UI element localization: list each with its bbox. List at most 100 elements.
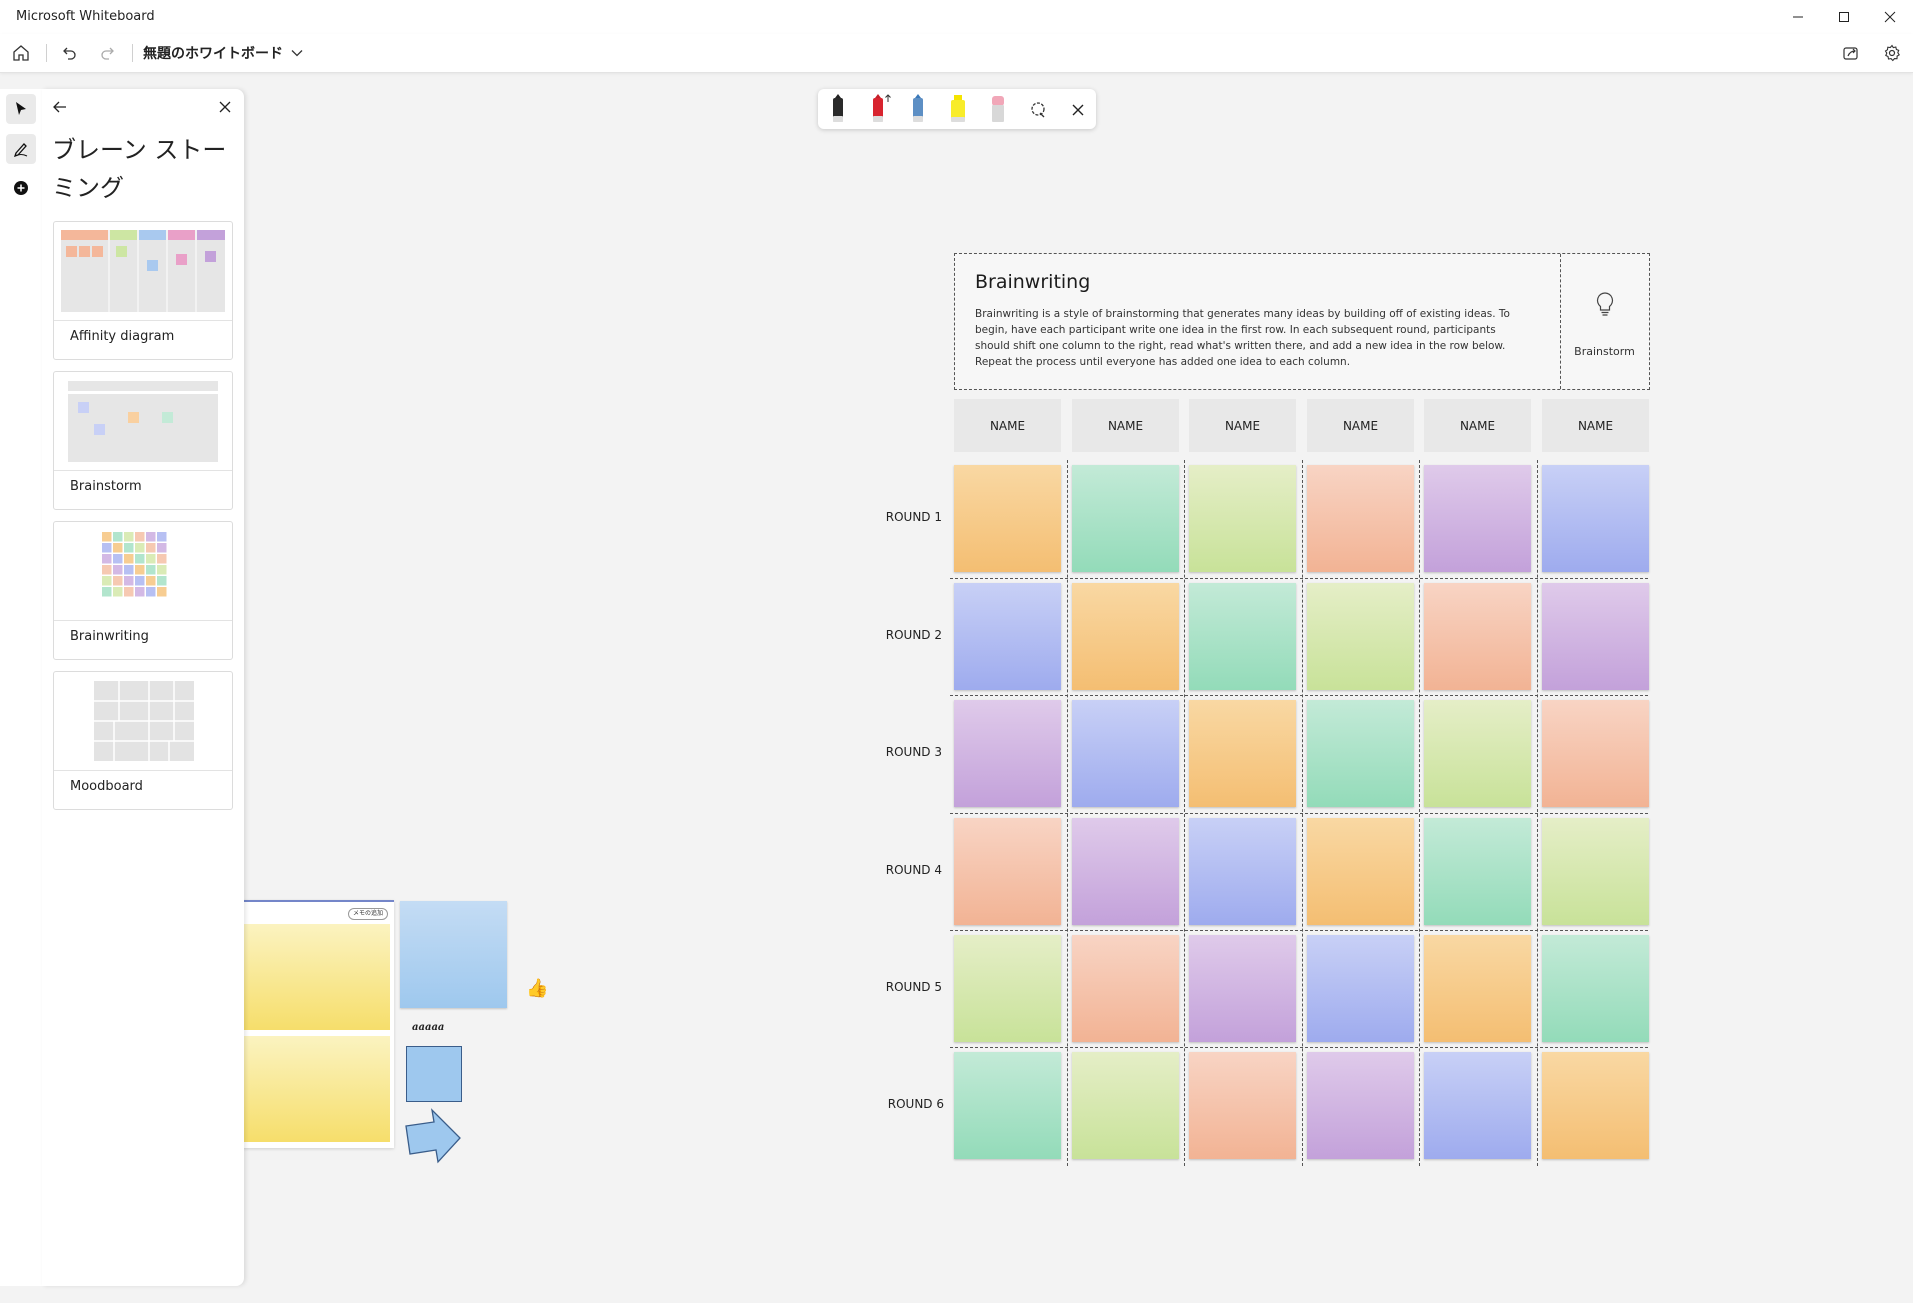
sticky-note[interactable] (1424, 465, 1531, 572)
red-pen-tool[interactable] (866, 92, 894, 126)
column-header[interactable]: NAME (1307, 399, 1414, 452)
template-card-label: Moodboard (70, 779, 143, 794)
sticky-note[interactable] (1189, 935, 1296, 1042)
command-bar: 無題のホワイトボード (0, 34, 1913, 73)
sticky-note[interactable] (1542, 818, 1649, 925)
sticky-note[interactable] (954, 818, 1061, 925)
lasso-icon (1031, 102, 1045, 118)
sticky-note[interactable] (1072, 700, 1179, 807)
sticky-note[interactable] (1424, 1052, 1531, 1159)
tool-rail (0, 89, 43, 1286)
template-card-moodboard[interactable]: Moodboard (53, 671, 233, 810)
board-name[interactable]: 無題のホワイトボード (143, 46, 283, 62)
black-pen-tool[interactable] (826, 92, 850, 126)
template-card-brainwriting[interactable]: Brainwriting (53, 521, 233, 660)
eraser-tool[interactable] (986, 92, 1010, 126)
sticky-note[interactable] (954, 465, 1061, 572)
maximize-button[interactable] (1821, 0, 1867, 34)
sticky-note[interactable] (1189, 818, 1296, 925)
share-button[interactable] (1834, 36, 1868, 70)
ink-toolbar (818, 89, 1096, 129)
close-window-button[interactable] (1867, 0, 1913, 34)
separator (46, 44, 47, 62)
sticky-note[interactable] (1189, 1052, 1296, 1159)
sticky-note[interactable] (954, 935, 1061, 1042)
settings-button[interactable] (1875, 36, 1909, 70)
sticky-note[interactable] (284, 1036, 390, 1142)
separator (132, 44, 133, 62)
window-title: Microsoft Whiteboard (16, 9, 155, 24)
column-header[interactable]: NAME (1542, 399, 1649, 452)
square-shape[interactable] (406, 1046, 462, 1102)
sticky-note[interactable] (1072, 583, 1179, 690)
row-divider (950, 695, 1648, 696)
back-button[interactable] (43, 90, 77, 124)
sticky-note[interactable] (1542, 935, 1649, 1042)
sticky-note[interactable] (1542, 1052, 1649, 1159)
column-header[interactable]: NAME (1424, 399, 1531, 452)
column-header[interactable]: NAME (1189, 399, 1296, 452)
sticky-note[interactable] (1189, 465, 1296, 572)
template-description: Brainwriting is a style of brainstorming… (975, 308, 1510, 368)
board-name-dropdown[interactable] (290, 45, 306, 61)
sticky-note[interactable] (1072, 818, 1179, 925)
row-divider (950, 1047, 1648, 1048)
round-label: ROUND 1 (885, 510, 942, 524)
blue-sticky-note[interactable] (400, 901, 507, 1008)
moodboard-thumbnail (54, 672, 232, 771)
sticky-note[interactable] (1424, 583, 1531, 690)
brainwriting-info-box[interactable]: Brainwriting Brainwriting is a style of … (954, 253, 1650, 390)
sticky-note[interactable] (1307, 583, 1414, 690)
sticky-note[interactable] (1189, 700, 1296, 807)
column-header[interactable]: NAME (1072, 399, 1179, 452)
minimize-button[interactable] (1775, 0, 1821, 34)
gear-icon (1884, 44, 1900, 62)
title-bar: Microsoft Whiteboard (0, 0, 1913, 34)
undo-button[interactable] (52, 36, 86, 70)
sticky-note[interactable] (1424, 818, 1531, 925)
sticky-note[interactable] (1542, 700, 1649, 807)
sticky-note[interactable] (1424, 700, 1531, 807)
brainstorm-button[interactable]: Brainstorm (1560, 254, 1649, 389)
highlighter-tool[interactable] (946, 92, 970, 126)
arrow-shape[interactable] (402, 1108, 464, 1166)
template-card-brainstorm[interactable]: Brainstorm (53, 371, 233, 510)
sticky-note[interactable] (1072, 465, 1179, 572)
add-note-tag[interactable]: メモの追加 (348, 908, 388, 920)
sticky-note[interactable] (954, 700, 1061, 807)
close-ink-toolbar-button[interactable] (1068, 100, 1088, 120)
ink-tool-button[interactable] (6, 134, 36, 164)
home-button[interactable] (4, 36, 38, 70)
sticky-note[interactable] (284, 924, 390, 1030)
sticky-note[interactable] (954, 1052, 1061, 1159)
thumbs-up-emoji[interactable]: 👍 (526, 978, 549, 999)
sticky-note[interactable] (1307, 1052, 1414, 1159)
redo-button[interactable] (91, 36, 125, 70)
sticky-note[interactable] (1072, 935, 1179, 1042)
sticky-note[interactable] (1307, 818, 1414, 925)
sticky-note[interactable] (1307, 700, 1414, 807)
ink-text[interactable]: aaaaa (412, 1022, 445, 1033)
sticky-note[interactable] (954, 583, 1061, 690)
sticky-note[interactable] (1307, 465, 1414, 572)
close-icon (1072, 104, 1084, 116)
sticky-note[interactable] (1189, 583, 1296, 690)
row-divider (950, 930, 1648, 931)
blue-pen-tool[interactable] (906, 92, 930, 126)
sticky-note[interactable] (1307, 935, 1414, 1042)
close-panel-button[interactable] (208, 90, 242, 124)
divider (1560, 254, 1561, 389)
select-tool-button[interactable] (6, 94, 36, 124)
sticky-note[interactable] (1542, 583, 1649, 690)
column-header[interactable]: NAME (954, 399, 1061, 452)
sticky-note[interactable] (1424, 935, 1531, 1042)
add-button[interactable] (6, 173, 36, 203)
sticky-note[interactable] (1072, 1052, 1179, 1159)
maximize-icon (1839, 12, 1849, 22)
round-label: ROUND 3 (885, 745, 942, 759)
home-icon (13, 45, 29, 61)
template-card-label: Brainwriting (70, 629, 149, 644)
template-card-affinity-diagram[interactable]: Affinity diagram (53, 221, 233, 360)
lasso-select-tool[interactable] (1028, 100, 1048, 120)
sticky-note[interactable] (1542, 465, 1649, 572)
